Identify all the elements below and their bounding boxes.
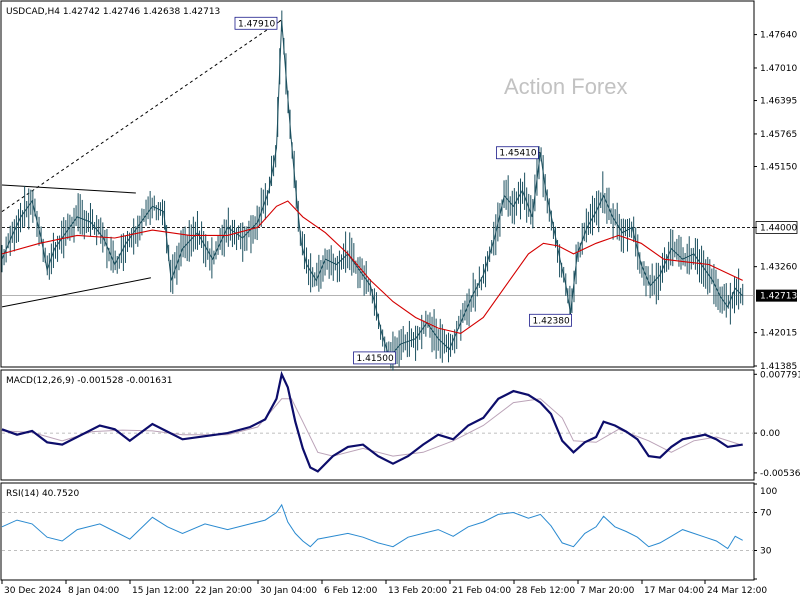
macd-series xyxy=(1,370,743,473)
axis-layer: 1.47640 1.47010 1.46395 1.45765 1.45150 1.440… xyxy=(1,31,800,596)
trendline-0 xyxy=(1,19,282,212)
price-tick-label: 1.47010 xyxy=(760,64,797,74)
x-tick-label: 21 Feb 04:00 xyxy=(452,586,511,596)
rsi-layer xyxy=(1,503,754,551)
annotation-label: 1.41500 xyxy=(357,354,394,364)
price-tick-label: 1.45765 xyxy=(760,130,797,140)
ma-series xyxy=(1,200,743,334)
price-tick-label: 1.45150 xyxy=(760,163,797,173)
annotation-label: 1.45410 xyxy=(499,149,536,159)
macd-tick-label: 0.00 xyxy=(760,429,780,439)
x-tick-label: 15 Jan 12:00 xyxy=(132,586,189,596)
trendline-2 xyxy=(1,277,151,308)
rsi-header: RSI(14) 40.7520 xyxy=(6,489,79,499)
x-tick-label: 7 Mar 20:00 xyxy=(580,586,635,596)
x-tick-label: 13 Feb 20:00 xyxy=(388,586,447,596)
annotation-box xyxy=(496,146,539,160)
x-tick-label: 30 Jan 04:00 xyxy=(260,586,317,596)
x-tick-label: 22 Jan 20:00 xyxy=(195,586,252,596)
rsi-panel-border xyxy=(0,482,755,581)
price-tick-label: 1.43260 xyxy=(760,263,797,273)
price-layer: 1.47910 1.45410 1.42380 1.41500 xyxy=(1,10,754,371)
current-price-badge xyxy=(756,289,797,302)
price-annotation: 1.42380 xyxy=(529,313,572,327)
annotation-box xyxy=(529,313,572,327)
macd-layer xyxy=(1,370,754,473)
macd-panel-border xyxy=(0,369,755,481)
price-bars xyxy=(1,10,744,371)
annotation-label: 1.42380 xyxy=(533,316,570,326)
annotation-box xyxy=(353,351,396,365)
price-panel-border xyxy=(0,0,755,368)
x-tick-label: 17 Mar 04:00 xyxy=(644,586,704,596)
price-annotation: 1.45410 xyxy=(496,146,541,160)
annotation-label: 1.47910 xyxy=(238,19,275,29)
price-tick-label: 1.42015 xyxy=(760,329,797,339)
current-price-label: 1.42713 xyxy=(760,292,797,302)
x-tick-label: 8 Jan 04:00 xyxy=(68,586,120,596)
annotation-box xyxy=(234,16,278,30)
macd-tick-label: -0.005367 xyxy=(760,469,800,479)
rsi-series xyxy=(1,503,743,550)
x-tick-label: 28 Feb 12:00 xyxy=(516,586,575,596)
price-annotation: 1.47910 xyxy=(234,16,282,30)
price-tick-label: 1.47640 xyxy=(760,31,797,41)
annotation-leader xyxy=(276,19,282,24)
price-tick-label: 1.41385 xyxy=(760,362,797,372)
macd-header: MACD(12,26,9) -0.001528 -0.001631 xyxy=(6,376,172,386)
price-tick-label: 1.44000 xyxy=(760,223,797,233)
x-tick-label: 30 Dec 2024 xyxy=(4,586,62,596)
rsi-tick-label: 70 xyxy=(760,509,772,519)
price-annotation: 1.41500 xyxy=(353,351,396,365)
macd-tick-label: 0.007791 xyxy=(760,370,800,380)
price-header: USDCAD,H4 1.42742 1.42746 1.42638 1.4271… xyxy=(6,7,220,17)
x-tick-label: 6 Feb 12:00 xyxy=(324,586,378,596)
rsi-tick-label: 100 xyxy=(760,487,777,497)
watermark: Action Forex xyxy=(504,74,628,99)
rsi-tick-label: 30 xyxy=(760,547,772,557)
price-tick-label: 1.46395 xyxy=(760,97,797,107)
x-tick-label: 24 Mar 12:00 xyxy=(707,586,767,596)
